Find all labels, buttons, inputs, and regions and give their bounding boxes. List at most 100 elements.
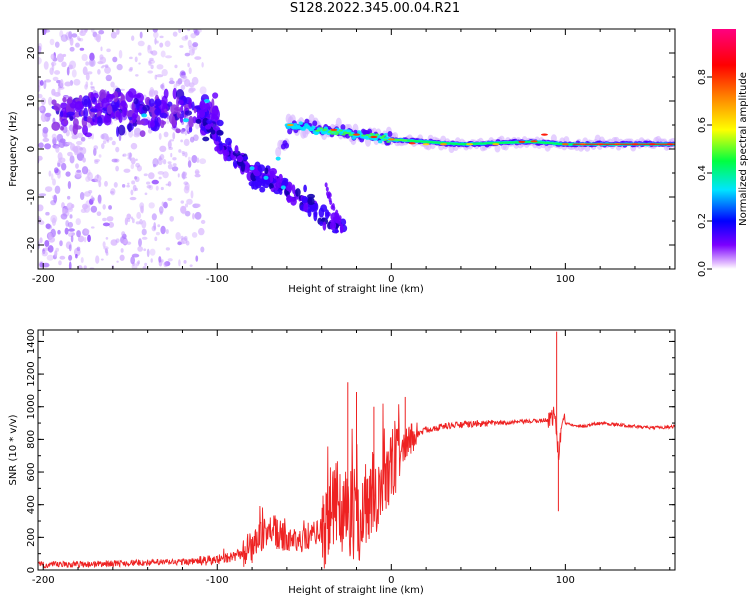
chart-title: S128.2022.345.00.04.R21	[289, 1, 461, 16]
noise-blob	[126, 184, 130, 188]
noise-blob	[38, 193, 47, 197]
noise-blob	[102, 140, 107, 144]
branch-tail-blob	[328, 197, 332, 203]
noise-blob	[139, 218, 143, 225]
noise-blob	[38, 84, 41, 93]
noise-blob	[76, 230, 81, 238]
spectrogram-y-label: Frequency (Hz)	[8, 111, 19, 187]
noise-blob	[106, 48, 111, 53]
noise-blob	[141, 236, 148, 240]
noise-blob	[80, 29, 84, 34]
noise-blob	[177, 241, 182, 246]
noise-blob	[51, 133, 57, 140]
spectrogram-x-label: Height of straight line (km)	[288, 284, 424, 295]
noise-blob	[118, 133, 122, 142]
ridge-core	[361, 134, 366, 137]
noise-blob	[44, 186, 53, 192]
branch-blob	[303, 184, 307, 193]
noise-blob	[190, 190, 194, 199]
noise-blob	[135, 221, 141, 225]
noise-blob	[99, 54, 104, 60]
noise-blob	[150, 64, 154, 70]
signal-blob	[113, 90, 119, 103]
signal-blob	[136, 120, 145, 125]
branch-blob	[307, 197, 315, 206]
noise-blob	[148, 90, 153, 97]
noise-blob	[166, 120, 170, 124]
ridge-hotspot	[540, 133, 548, 136]
signal-blob	[184, 110, 193, 116]
branch-blob	[278, 189, 283, 195]
noise-blob	[187, 160, 192, 168]
noise-blob	[43, 61, 49, 70]
noise-blob	[187, 156, 191, 161]
noise-blob	[43, 80, 47, 90]
noise-blob	[102, 222, 110, 227]
branch-blob	[195, 118, 202, 124]
branch-blob	[257, 164, 266, 173]
noise-blob	[69, 214, 73, 219]
noise-blob	[194, 56, 202, 60]
noise-blob	[200, 246, 205, 253]
noise-blob	[69, 46, 75, 52]
noise-blob	[68, 228, 75, 232]
noise-blob	[151, 179, 159, 185]
signal-blob	[97, 116, 103, 127]
signal-blob	[173, 106, 182, 111]
noise-blob	[111, 140, 116, 146]
noise-blob	[161, 82, 165, 88]
ridge-hotspot	[370, 135, 378, 139]
noise-blob	[191, 76, 199, 86]
noise-blob	[158, 176, 162, 180]
noise-blob	[59, 30, 64, 38]
branch-blob	[301, 195, 308, 204]
snr-ytick-label: 200	[26, 528, 37, 547]
noise-blob	[52, 178, 56, 186]
noise-blob	[194, 211, 202, 220]
noise-blob	[47, 245, 54, 253]
noise-blob	[141, 228, 147, 236]
noise-blob	[135, 158, 138, 162]
noise-blob	[153, 31, 159, 39]
noise-blob	[143, 173, 148, 177]
noise-blob	[126, 213, 132, 220]
noise-blob	[80, 257, 84, 263]
noise-blob	[180, 235, 184, 241]
noise-blob	[151, 225, 157, 232]
noise-blob	[127, 152, 133, 158]
noise-blob	[152, 163, 156, 168]
noise-blob	[76, 140, 83, 146]
noise-blob	[161, 259, 164, 263]
noise-blob	[192, 42, 199, 48]
branch-highlight	[249, 166, 255, 171]
branch-highlight	[275, 156, 281, 161]
noise-blob	[38, 142, 44, 149]
colorbar-tick-label: 0.8	[697, 69, 708, 85]
noise-blob	[68, 254, 73, 261]
noise-blob	[151, 213, 157, 221]
signal-blob	[118, 112, 123, 124]
snr-ytick-label: 1200	[26, 361, 37, 386]
noise-blob	[130, 256, 136, 265]
signal-blob	[120, 94, 125, 101]
noise-blob	[39, 262, 44, 268]
signal-blob	[188, 98, 192, 106]
noise-blob	[131, 180, 136, 185]
noise-blob	[106, 216, 114, 222]
noise-blob	[120, 88, 125, 91]
noise-blob	[183, 235, 188, 242]
ridge-outer	[284, 142, 290, 149]
noise-blob	[199, 158, 207, 165]
noise-blob	[49, 67, 54, 75]
noise-blob	[158, 155, 162, 161]
snr-ytick-label: 600	[26, 462, 37, 481]
noise-blob	[67, 180, 72, 189]
noise-blob	[189, 136, 195, 143]
noise-blob	[96, 174, 99, 179]
noise-blob	[81, 53, 88, 62]
noise-blob	[39, 79, 44, 86]
ridge-hotspot	[408, 142, 416, 145]
branch-tail-blob	[335, 217, 339, 223]
ridge-mid	[298, 121, 304, 125]
